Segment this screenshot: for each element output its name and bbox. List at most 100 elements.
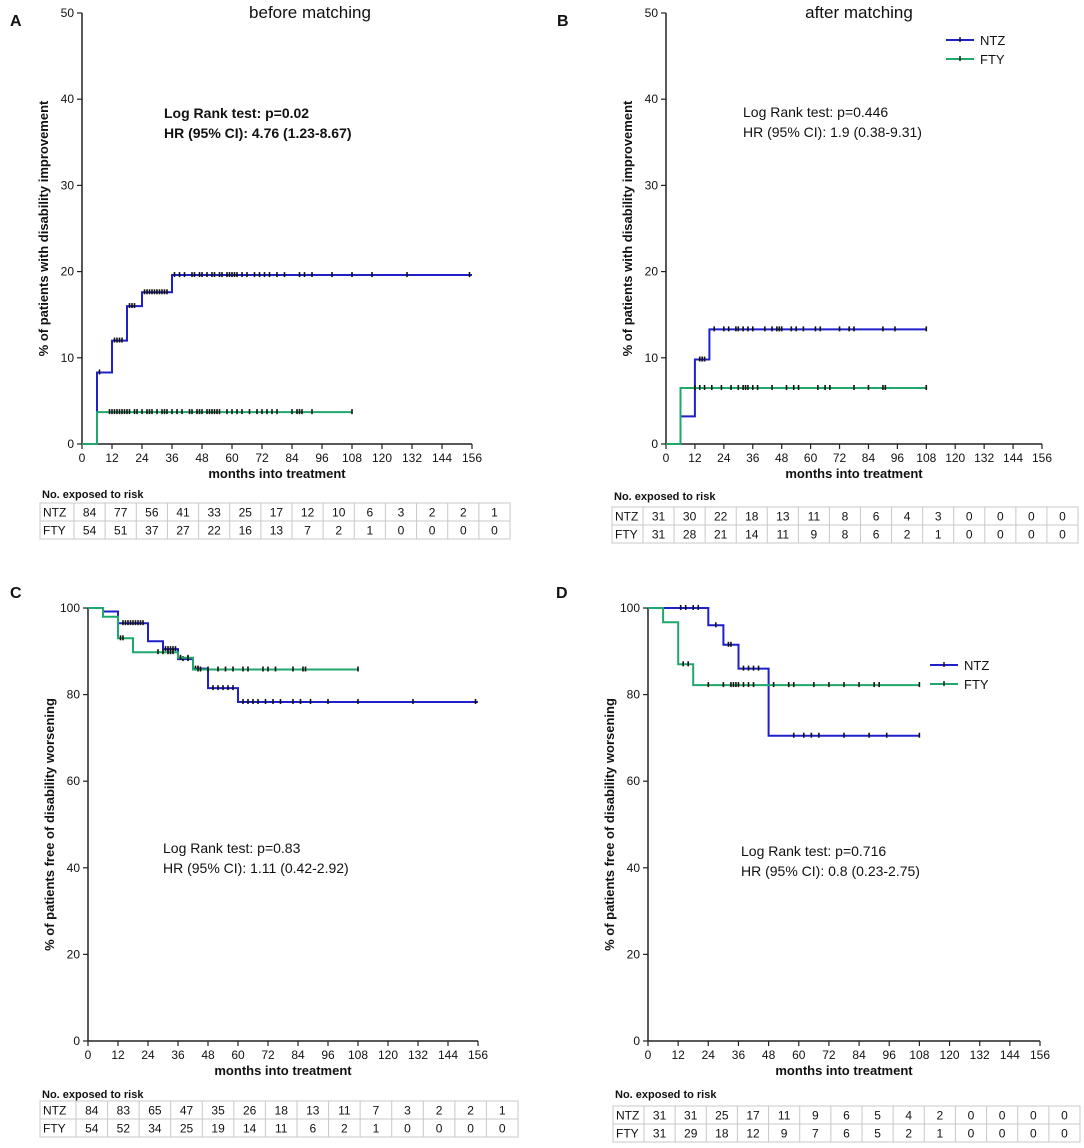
stat-annotation: Log Rank test: p=0.02 [164, 105, 309, 121]
risk-cell-value: 37 [145, 524, 159, 538]
x-tick-label: 96 [891, 451, 905, 465]
x-axis-title: months into treatment [214, 1063, 352, 1078]
risk-cell-value: 31 [653, 1127, 667, 1141]
y-axis-title: % of patients with disability improvemen… [620, 100, 635, 356]
stat-annotation: Log Rank test: p=0.716 [741, 843, 886, 859]
x-tick-label: 132 [974, 451, 994, 465]
x-tick-label: 144 [438, 1048, 458, 1062]
risk-cell-value: 2 [335, 524, 342, 538]
risk-cell-value: 2 [341, 1122, 348, 1136]
x-tick-label: 84 [852, 1048, 866, 1062]
stat-annotation: HR (95% CI): 1.11 (0.42-2.92) [163, 860, 349, 876]
y-tick-label: 20 [627, 947, 641, 961]
risk-cell-value: 1 [499, 1104, 506, 1118]
y-tick-label: 40 [61, 92, 75, 106]
x-tick-label: 48 [201, 1048, 215, 1062]
risk-cell-value: 28 [683, 528, 697, 542]
y-tick-label: 100 [620, 601, 640, 615]
risk-cell-value: 29 [684, 1127, 698, 1141]
risk-cell-value: 0 [404, 1122, 411, 1136]
risk-cell-value: 12 [746, 1127, 760, 1141]
risk-cell-value: 25 [715, 1109, 729, 1123]
x-tick-label: 96 [883, 1048, 897, 1062]
y-axis-title: % of patients free of disability worseni… [602, 698, 617, 951]
x-tick-label: 108 [348, 1048, 368, 1062]
x-tick-label: 84 [285, 451, 299, 465]
x-tick-label: 156 [462, 451, 482, 465]
risk-cell-value: 2 [429, 506, 436, 520]
risk-row-label: NTZ [43, 1104, 66, 1118]
risk-cell-value: 25 [239, 506, 253, 520]
y-tick-label: 40 [645, 92, 659, 106]
risk-cell-value: 4 [905, 1109, 912, 1123]
y-tick-label: 60 [67, 774, 81, 788]
panel-label: A [10, 13, 22, 30]
y-tick-label: 60 [627, 774, 641, 788]
x-tick-label: 156 [468, 1048, 488, 1062]
x-tick-label: 24 [141, 1048, 155, 1062]
risk-cell-value: 84 [85, 1104, 99, 1118]
risk-cell-value: 2 [937, 1109, 944, 1123]
risk-cell-value: 21 [714, 528, 728, 542]
x-tick-label: 0 [79, 451, 86, 465]
risk-cell-value: 7 [304, 524, 311, 538]
y-tick-label: 20 [645, 265, 659, 279]
stat-annotation: HR (95% CI): 0.8 (0.23-2.75) [741, 863, 920, 879]
risk-cell-value: 22 [714, 510, 728, 524]
risk-cell-value: 18 [715, 1127, 729, 1141]
risk-cell-value: 31 [684, 1109, 698, 1123]
risk-cell-value: 0 [398, 524, 405, 538]
x-tick-label: 132 [408, 1048, 428, 1062]
risk-cell-value: 6 [843, 1127, 850, 1141]
x-tick-label: 0 [645, 1048, 652, 1062]
x-tick-label: 12 [111, 1048, 125, 1062]
risk-cell-value: 51 [114, 524, 128, 538]
x-tick-label: 48 [775, 451, 789, 465]
risk-cell-value: 22 [207, 524, 221, 538]
y-tick-label: 10 [61, 351, 75, 365]
x-tick-label: 60 [792, 1048, 806, 1062]
risk-cell-value: 16 [239, 524, 253, 538]
x-tick-label: 144 [1000, 1048, 1020, 1062]
risk-cell-value: 34 [148, 1122, 162, 1136]
panel-title: before matching [249, 3, 371, 22]
risk-cell-value: 27 [176, 524, 190, 538]
risk-cell-value: 0 [436, 1122, 443, 1136]
risk-cell-value: 17 [270, 506, 284, 520]
x-axis-title: months into treatment [785, 466, 923, 481]
risk-cell-value: 9 [781, 1127, 788, 1141]
risk-row-label: FTY [43, 1122, 66, 1136]
panel-label: C [10, 585, 22, 602]
risk-row-label: FTY [43, 524, 66, 538]
risk-cell-value: 0 [1061, 1127, 1068, 1141]
x-tick-label: 132 [970, 1048, 990, 1062]
series-line-fty [666, 387, 927, 445]
x-tick-label: 36 [746, 451, 760, 465]
x-tick-label: 108 [342, 451, 362, 465]
y-tick-label: 30 [61, 178, 75, 192]
x-tick-label: 120 [372, 451, 392, 465]
x-tick-label: 120 [378, 1048, 398, 1062]
risk-cell-value: 11 [808, 510, 821, 524]
risk-cell-value: 3 [398, 506, 405, 520]
risk-cell-value: 54 [83, 524, 97, 538]
x-tick-label: 24 [702, 1048, 716, 1062]
risk-cell-value: 0 [1028, 510, 1035, 524]
y-tick-label: 10 [645, 351, 659, 365]
risk-cell-value: 7 [373, 1104, 380, 1118]
x-tick-label: 12 [105, 451, 119, 465]
legend-label-fty: FTY [980, 52, 1005, 67]
x-tick-label: 120 [940, 1048, 960, 1062]
risk-cell-value: 1 [937, 1127, 944, 1141]
risk-cell-value: 56 [145, 506, 159, 520]
risk-cell-value: 11 [778, 1109, 791, 1123]
risk-cell-value: 8 [842, 510, 849, 524]
y-tick-label: 30 [645, 178, 659, 192]
risk-cell-value: 1 [367, 524, 374, 538]
x-tick-label: 156 [1032, 451, 1052, 465]
risk-cell-value: 0 [460, 524, 467, 538]
risk-cell-value: 11 [777, 528, 790, 542]
